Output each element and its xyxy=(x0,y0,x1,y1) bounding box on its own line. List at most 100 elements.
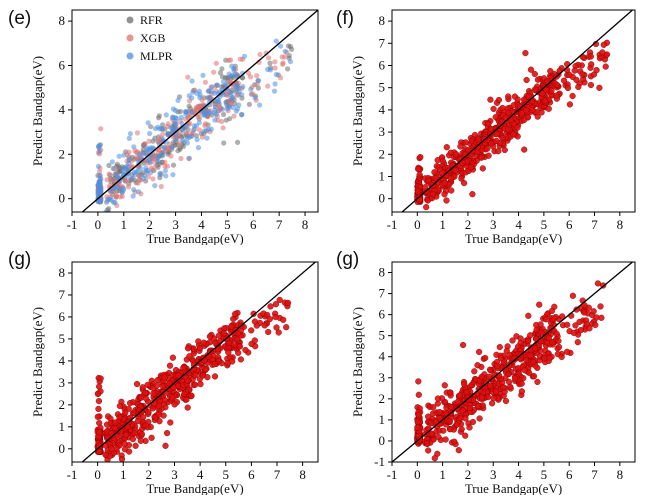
panel-letter-g-right: (g) xyxy=(336,249,360,270)
data-point xyxy=(439,158,447,165)
data-point xyxy=(136,189,142,195)
data-point xyxy=(138,431,146,438)
data-point xyxy=(415,391,422,398)
y-tick-label: 0 xyxy=(379,433,386,448)
x-tick-label: 5 xyxy=(223,467,230,482)
data-point xyxy=(553,81,561,89)
data-point xyxy=(171,401,178,408)
data-point xyxy=(555,337,562,345)
data-point xyxy=(228,323,235,330)
data-point xyxy=(467,164,475,171)
data-point xyxy=(202,112,208,118)
x-tick-label: 7 xyxy=(274,467,281,482)
data-point xyxy=(287,59,294,65)
data-point xyxy=(129,436,137,443)
data-point xyxy=(278,43,284,49)
data-point xyxy=(564,348,571,355)
data-point xyxy=(196,127,202,133)
data-point xyxy=(511,93,519,100)
data-point xyxy=(120,185,127,191)
data-point xyxy=(502,397,510,405)
y-tick-label: 8 xyxy=(379,13,386,28)
data-point xyxy=(148,124,154,130)
y-tick-label: 6 xyxy=(59,57,66,72)
data-point xyxy=(423,440,431,447)
data-point xyxy=(104,215,109,220)
data-point xyxy=(184,345,192,352)
data-point xyxy=(485,120,492,127)
data-point xyxy=(158,183,164,190)
data-point xyxy=(560,77,568,84)
data-point xyxy=(493,388,500,395)
data-point xyxy=(106,471,112,477)
data-point xyxy=(505,109,512,116)
plot-frame xyxy=(71,261,319,463)
data-point xyxy=(589,247,595,250)
data-point xyxy=(138,394,145,401)
data-point xyxy=(492,113,499,121)
data-point xyxy=(206,333,214,340)
data-point xyxy=(536,301,543,308)
data-point xyxy=(545,105,552,112)
data-point xyxy=(159,382,166,390)
data-point xyxy=(232,71,238,77)
legend-marker xyxy=(126,52,134,60)
data-point xyxy=(146,138,152,144)
x-tick-label: 7 xyxy=(276,217,283,232)
y-axis-title: Predict Bandgap(eV) xyxy=(30,307,45,417)
data-point xyxy=(160,136,166,142)
data-point xyxy=(193,133,199,139)
x-tick-label: 0 xyxy=(94,467,101,482)
data-point xyxy=(162,145,168,151)
x-tick-label: 6 xyxy=(248,467,255,482)
data-point xyxy=(555,343,563,351)
data-point xyxy=(529,107,536,114)
data-point xyxy=(204,135,210,141)
data-point xyxy=(577,326,585,334)
plot-frame xyxy=(391,9,636,213)
data-point xyxy=(414,188,422,195)
data-point xyxy=(173,137,179,143)
y-tick-label: 4 xyxy=(59,102,66,117)
y-tick-label: 5 xyxy=(379,80,386,95)
data-point xyxy=(225,349,232,356)
data-point xyxy=(97,175,103,181)
y-tick-label: 2 xyxy=(379,146,386,161)
data-point xyxy=(180,137,186,143)
x-tick-label: 1 xyxy=(120,467,127,482)
data-point xyxy=(436,415,444,422)
data-point xyxy=(266,315,273,323)
data-point xyxy=(454,398,462,405)
y-tick-label: 1 xyxy=(379,412,386,427)
data-point xyxy=(417,154,424,161)
data-point xyxy=(108,445,115,452)
data-point xyxy=(109,159,115,165)
legend-marker xyxy=(126,34,134,42)
data-point xyxy=(455,447,462,454)
y-tick-label: 1 xyxy=(379,168,386,183)
data-point xyxy=(497,354,505,362)
data-point xyxy=(184,109,190,115)
data-point xyxy=(186,103,192,109)
data-point xyxy=(416,171,423,178)
data-point xyxy=(175,372,182,379)
data-point xyxy=(457,143,464,150)
y-tick-label: 5 xyxy=(379,328,386,343)
data-point xyxy=(494,362,501,370)
data-point xyxy=(272,65,278,71)
data-point xyxy=(573,306,580,313)
data-point xyxy=(189,109,195,115)
data-point xyxy=(191,127,197,133)
data-point xyxy=(414,165,422,173)
data-point xyxy=(184,130,190,136)
data-point xyxy=(252,95,258,101)
y-tick-label: 5 xyxy=(59,331,66,346)
data-point xyxy=(219,66,225,72)
panel-g-left: (g) -1 0 1 2 3 4 5 6 7 8 0 1 2 3 4 5 6 7 8 True Bandgap(eV)… xyxy=(0,247,330,496)
data-point xyxy=(265,83,271,89)
data-point xyxy=(284,299,292,307)
x-tick-label: 4 xyxy=(515,217,522,232)
data-point xyxy=(160,151,166,158)
y-tick-label: -1 xyxy=(374,454,385,469)
